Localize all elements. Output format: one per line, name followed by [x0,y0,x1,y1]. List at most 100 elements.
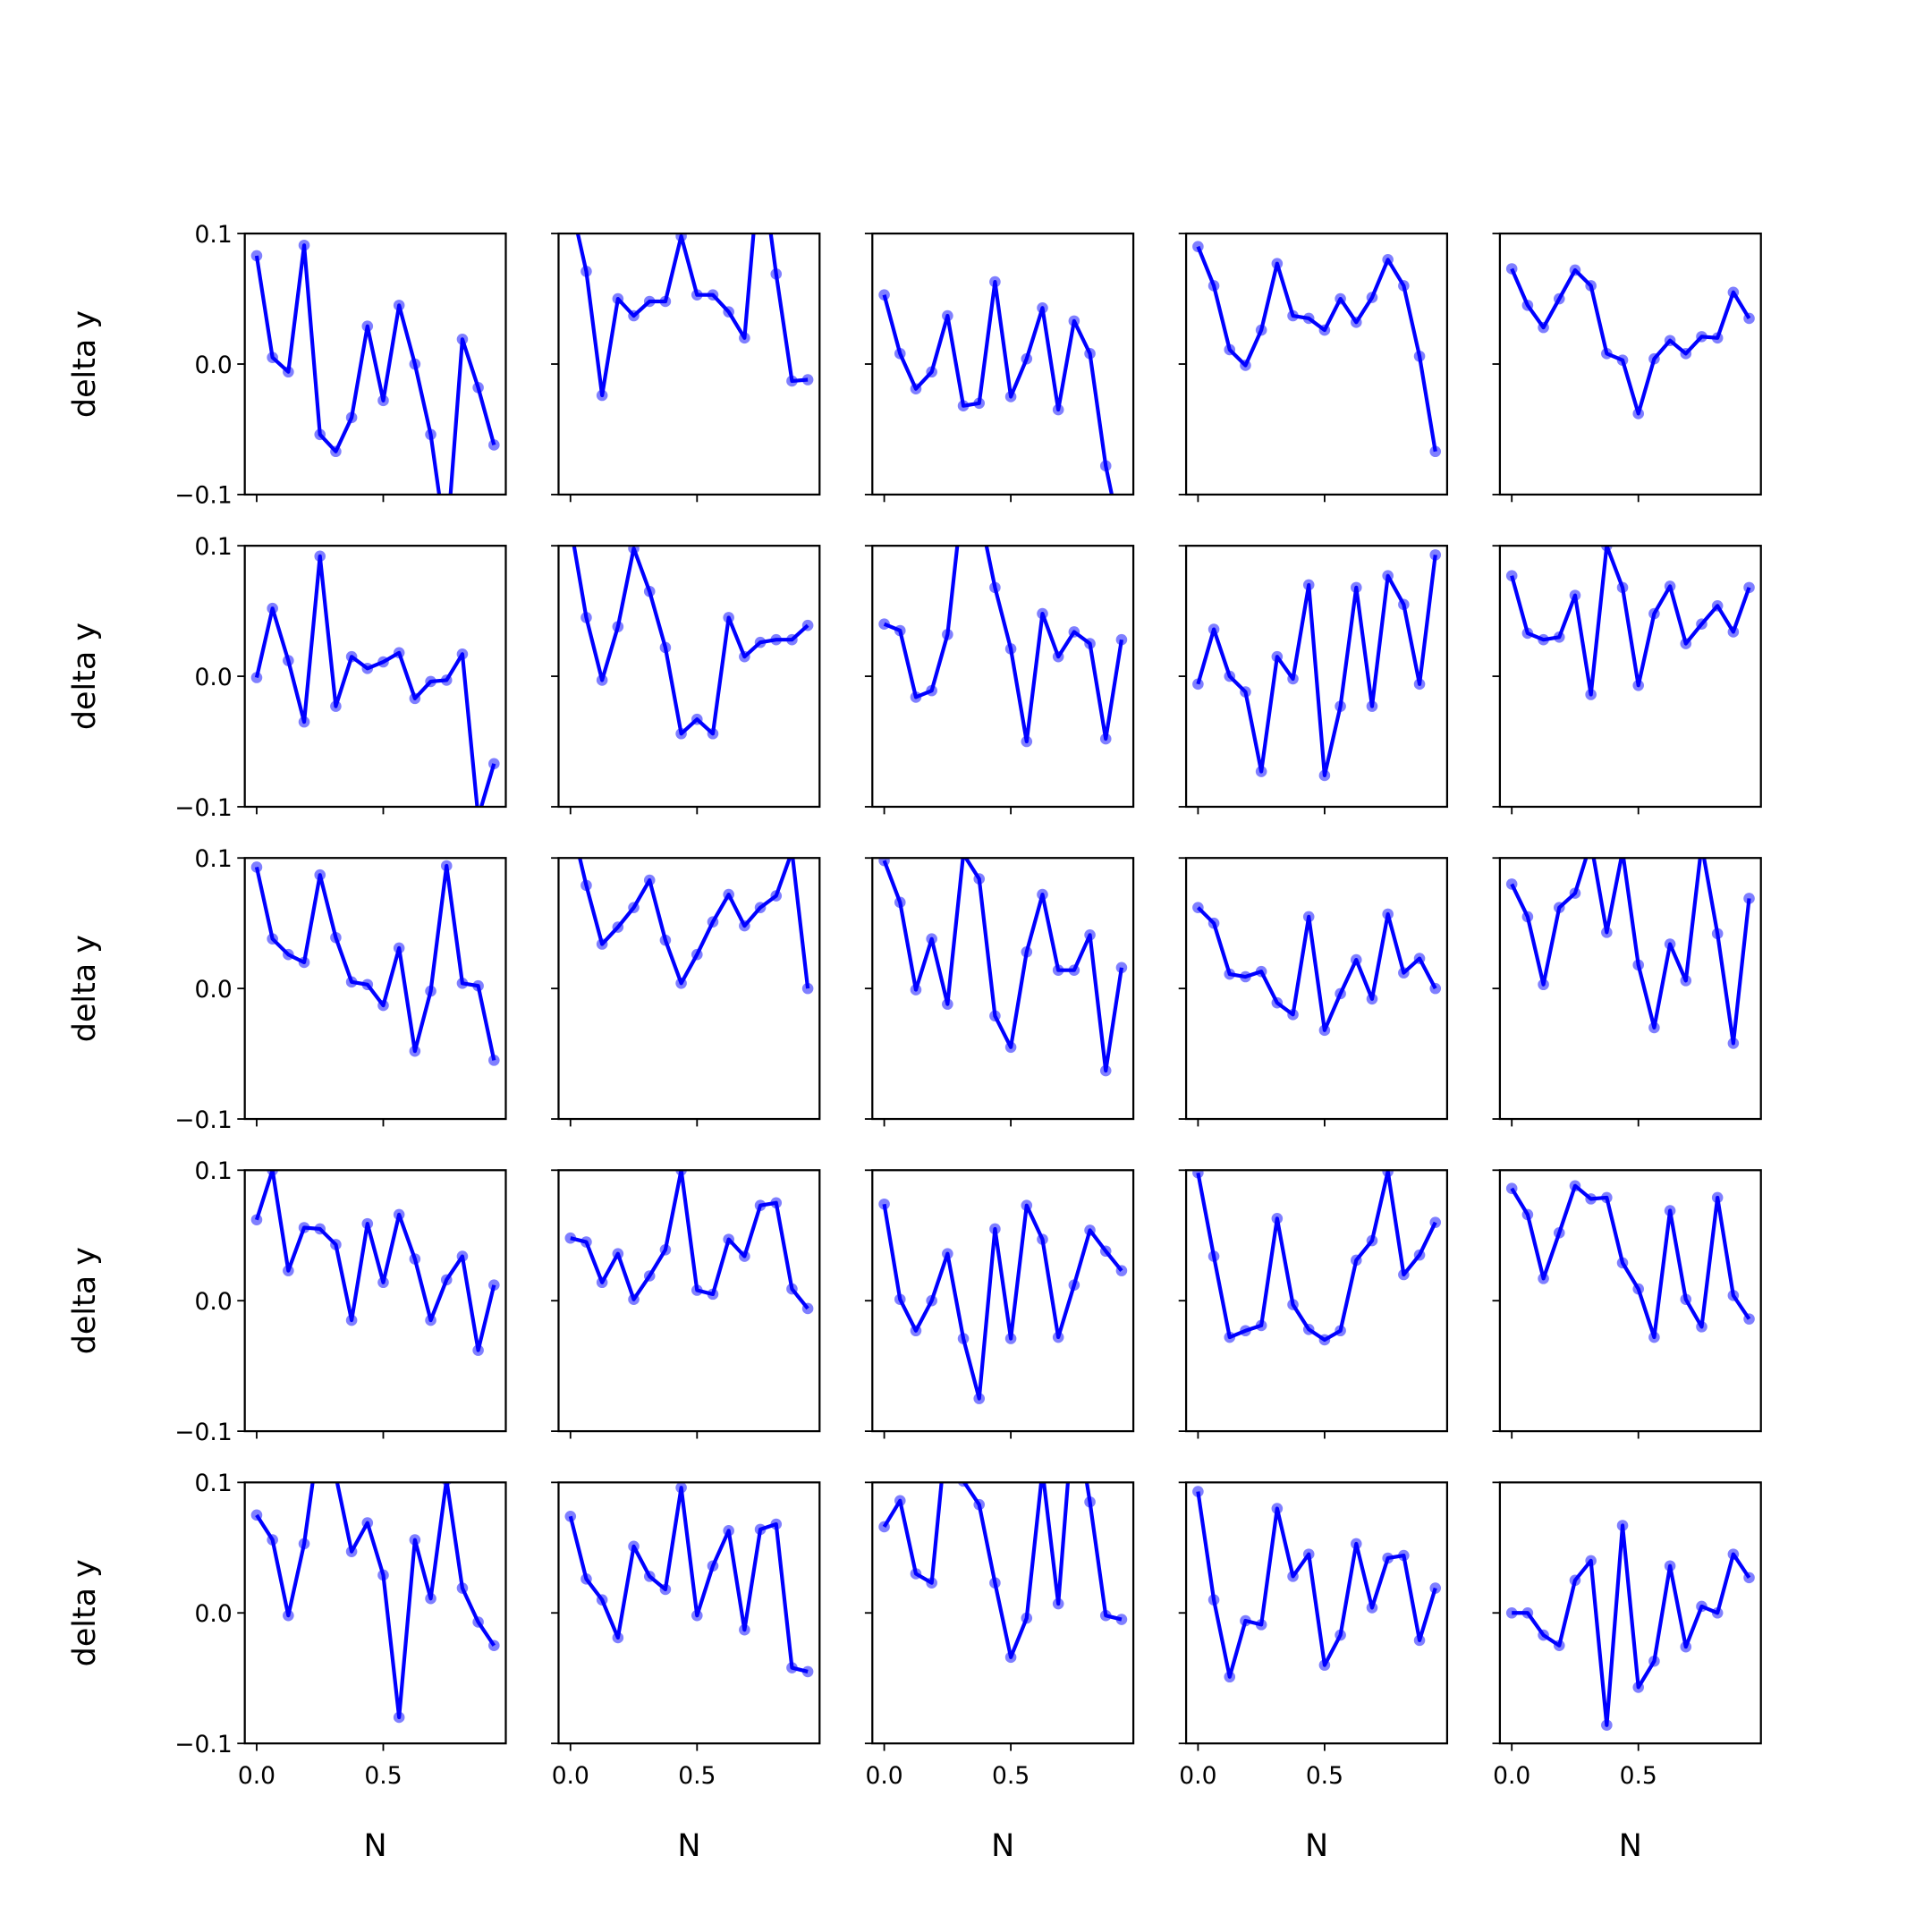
data-point [770,268,783,280]
data-point [1287,309,1299,322]
data-point [580,1573,592,1585]
subplot [551,813,821,1127]
data-point [564,520,576,531]
subplot [1178,1169,1449,1439]
subplot: 0.0 0.5 N [551,1481,821,1864]
data-point [1429,1216,1442,1228]
data-point [377,999,389,1012]
x-tick-label: 0.0 [1493,1762,1530,1790]
data-point [298,239,310,251]
data-point [755,149,767,161]
data-point [1664,580,1676,592]
data-point [1208,917,1220,929]
data-point [989,581,1001,594]
data-point [1302,1324,1315,1335]
data-point [659,1583,672,1596]
data-point [1601,348,1613,360]
data-point [472,1616,484,1628]
data-point [283,948,294,961]
data-point [377,656,389,668]
data-point [267,933,278,945]
data-point [1398,1268,1410,1281]
x-tick-label: 0.5 [364,1762,402,1790]
series-line [1196,245,1437,453]
data-point [1318,1334,1331,1346]
data-point [723,888,734,901]
data-point [564,1232,577,1244]
subplot [551,1169,821,1439]
data-point [409,1045,421,1057]
data-point [1335,1325,1346,1337]
data-point [989,275,1001,288]
subplot: 0.0 0.5 N [1492,1481,1762,1864]
data-point [456,1582,469,1594]
y-axis-label: delta y [67,935,103,1042]
data-point [250,1509,263,1521]
y-tick-label: 0.0 [195,1600,233,1628]
data-point [754,1199,767,1211]
data-point [894,624,906,637]
data-point [1413,953,1426,964]
data-point [250,1214,263,1226]
data-point [409,1534,421,1546]
data-point [675,727,687,740]
data-point [1004,643,1017,655]
data-point [675,1482,687,1494]
data-point [1037,607,1048,620]
data-point [1037,1465,1048,1477]
data-point [1569,1574,1581,1587]
data-point [283,655,294,666]
data-point [1240,970,1251,983]
data-point [1068,964,1080,976]
data-point [1553,1640,1565,1652]
series-line [578,858,810,989]
plot-area [250,1170,500,1356]
data-point [361,979,374,991]
data-point [878,1521,890,1533]
data-point [1727,1038,1740,1049]
data-point [1617,846,1629,858]
data-point [1271,650,1284,663]
data-point [989,1577,1001,1589]
data-point [1208,1250,1220,1262]
axes-frame [1184,232,1449,496]
data-point [1004,391,1017,402]
data-point [1413,1634,1426,1647]
data-point [926,684,937,697]
subplot: −0.1 0.0 0.1 delta y [67,845,507,1134]
data-point [707,1288,719,1301]
data-point [1632,1283,1645,1295]
data-point [1648,352,1660,365]
data-point [1648,607,1660,620]
data-point [564,813,576,825]
series-line [1196,1170,1437,1343]
subplot [1178,857,1449,1127]
data-point [1099,460,1112,472]
data-point [1569,264,1581,276]
data-point [1505,263,1518,275]
axes-frame [243,1169,507,1433]
plot-area [1192,1170,1442,1346]
data-point [1240,686,1251,698]
data-point [926,933,937,945]
data-point [1585,689,1597,700]
data-point [330,700,342,712]
data-point [1052,1597,1064,1610]
data-point [409,692,421,705]
data-point [1680,1293,1692,1306]
y-tick-label: −0.1 [174,482,232,510]
x-tick-label: 0.5 [992,1762,1030,1790]
series-line [255,1482,496,1720]
data-point [754,636,767,648]
data-point [1271,1503,1284,1514]
data-point [1743,581,1755,594]
data-point [1068,315,1080,327]
data-point [1680,975,1692,987]
y-tick-label: 0.0 [195,976,233,1004]
data-point [1192,1486,1204,1497]
data-point [472,381,484,394]
series-line [254,1170,496,1352]
y-tick-label: −0.1 [174,1106,232,1134]
data-point [910,984,922,996]
